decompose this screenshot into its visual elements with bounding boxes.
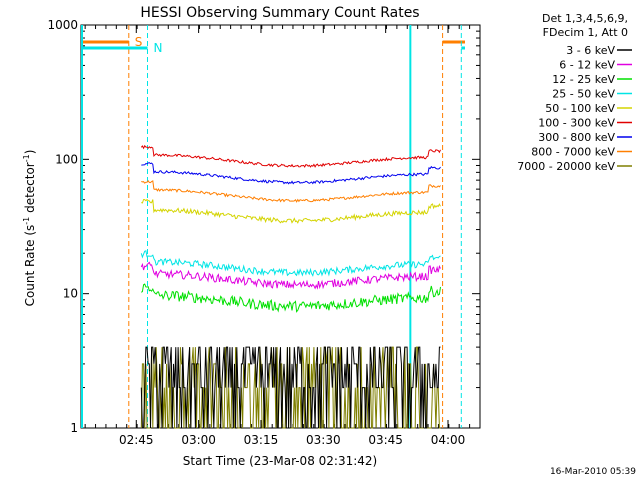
legend-label: 300 - 800 keV	[538, 131, 615, 144]
marker-label-night: N	[154, 41, 163, 55]
y-tick-label: 1000	[47, 18, 78, 32]
legend-label: 50 - 100 keV	[545, 102, 615, 115]
chart-title: HESSI Observing Summary Count Rates	[140, 5, 419, 21]
y-tick-label: 100	[55, 152, 78, 166]
legend-header-line-1: Det 1,3,4,5,6,9,	[542, 12, 628, 25]
legend-label: 25 - 50 keV	[552, 88, 615, 101]
x-tick-label: 03:30	[306, 433, 341, 447]
series-line	[141, 283, 441, 313]
legend-label: 6 - 12 keV	[559, 59, 615, 72]
x-tick-label: 03:45	[368, 433, 403, 447]
y-tick-label: 1	[70, 421, 78, 435]
legend-label: 7000 - 20000 keV	[517, 160, 615, 173]
x-tick-label: 03:15	[244, 433, 279, 447]
legend-header-line-2: FDecim 1, Att 0	[543, 26, 628, 39]
y-tick-label: 10	[63, 287, 78, 301]
marker-label-saa: S	[135, 35, 143, 49]
plot-area: 1 10 100 1000 02:45 03:00 03:15 03:30 03:45 04:00…	[47, 18, 481, 447]
x-tick-label: 02:45	[119, 433, 154, 447]
legend-label: 800 - 7000 keV	[531, 146, 615, 159]
series-line	[140, 250, 441, 277]
legend-label: 100 - 300 keV	[538, 117, 615, 130]
footer-timestamp: 16-Mar-2010 05:39	[550, 467, 636, 477]
series-line	[141, 198, 441, 224]
x-tick-label: 03:00	[181, 433, 216, 447]
series-line	[141, 179, 441, 203]
series-line	[140, 261, 441, 290]
legend-label: 3 - 6 keV	[566, 44, 615, 57]
series-line	[140, 346, 441, 429]
series-line	[140, 144, 441, 168]
x-tick-label: 04:00	[431, 433, 466, 447]
legend: Det 1,3,4,5,6,9, FDecim 1, Att 0 3 - 6 k…	[517, 12, 632, 173]
legend-label: 12 - 25 keV	[552, 73, 615, 86]
x-axis-label: Start Time (23-Mar-08 02:31:42)	[183, 454, 377, 468]
y-axis-label: Count Rate (s-1 detector-1)	[22, 150, 37, 307]
series-line	[141, 162, 441, 185]
